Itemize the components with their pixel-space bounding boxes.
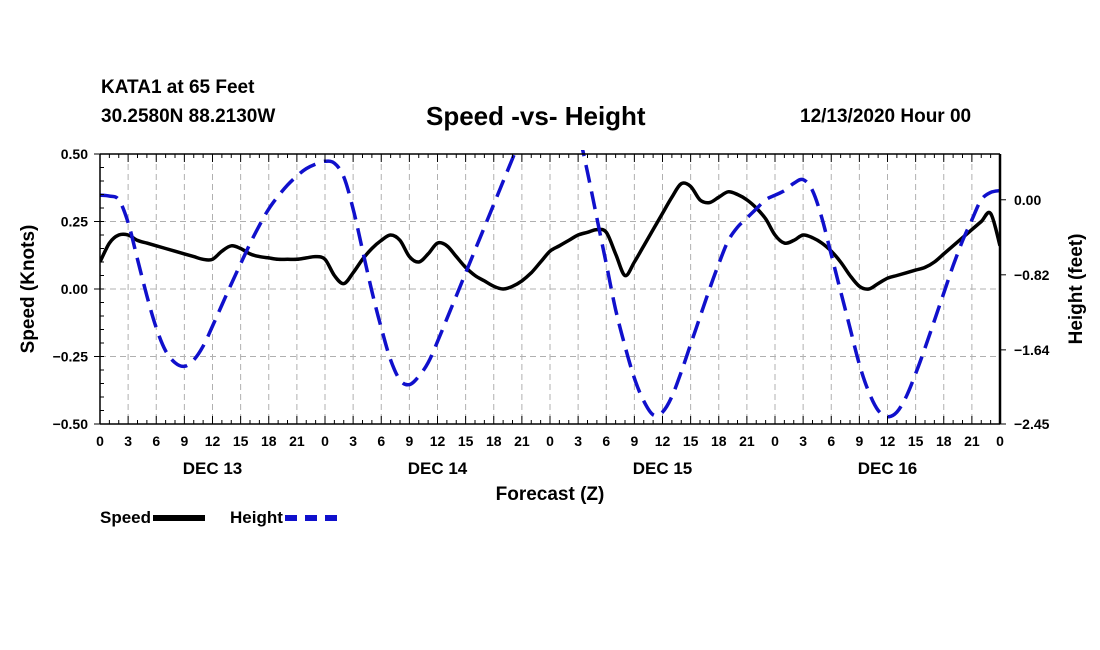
right-tick-label: −0.82 xyxy=(1014,267,1050,283)
legend-speed-swatch xyxy=(153,515,206,521)
right-tick-label: −2.45 xyxy=(1014,416,1050,432)
x-tick-label: 3 xyxy=(124,433,132,449)
x-tick-label: 0 xyxy=(321,433,329,449)
x-tick-label: 6 xyxy=(827,433,835,449)
day-label: DEC 15 xyxy=(633,459,693,478)
day-label: DEC 16 xyxy=(858,459,918,478)
day-label: DEC 13 xyxy=(183,459,243,478)
x-tick-label: 18 xyxy=(711,433,727,449)
speed-series-line xyxy=(100,181,1000,291)
x-tick-label: 21 xyxy=(739,433,755,449)
x-tick-label: 9 xyxy=(405,433,413,449)
legend-height: Height xyxy=(230,508,337,528)
axis-labels: 0 3 6 9 12 15 18 21 0 3 6 9 12 15 18 21 0 3 6 9 12 15 18 21 0 3 6 9… xyxy=(18,146,1087,505)
x-tick-label: 0 xyxy=(96,433,104,449)
x-tick-label: 0 xyxy=(546,433,554,449)
x-tick-label: 21 xyxy=(289,433,305,449)
x-tick-label: 15 xyxy=(233,433,249,449)
x-tick-label: 15 xyxy=(458,433,474,449)
legend-height-label: Height xyxy=(230,508,283,527)
left-tick-label: 0.25 xyxy=(61,214,88,230)
coordinates-label: 30.2580N 88.2130W xyxy=(101,106,276,127)
x-tick-label: 3 xyxy=(349,433,357,449)
x-tick-label: 18 xyxy=(936,433,952,449)
x-tick-label: 21 xyxy=(514,433,530,449)
x-tick-label: 6 xyxy=(152,433,160,449)
x-tick-label: 9 xyxy=(630,433,638,449)
legend-speed: Speed xyxy=(100,508,206,528)
y-axis-title-left: Speed (Knots) xyxy=(18,225,39,354)
height-series-line xyxy=(100,150,1000,419)
datetime-label: 12/13/2020 Hour 00 xyxy=(800,106,972,127)
legend-speed-label: Speed xyxy=(100,508,152,527)
x-tick-label: 18 xyxy=(486,433,502,449)
x-tick-label: 18 xyxy=(261,433,277,449)
station-label: KATA1 at 65 Feet xyxy=(101,77,255,98)
day-label: DEC 14 xyxy=(408,459,468,478)
left-tick-label: 0.50 xyxy=(61,146,88,162)
axes xyxy=(94,153,1006,425)
x-tick-label: 12 xyxy=(655,433,671,449)
right-tick-label: −1.64 xyxy=(1014,342,1050,358)
x-tick-label: 9 xyxy=(855,433,863,449)
x-tick-label: 12 xyxy=(880,433,896,449)
x-tick-label: 15 xyxy=(683,433,699,449)
grid-lines xyxy=(100,154,1000,424)
x-tick-label: 12 xyxy=(430,433,446,449)
x-axis-title: Forecast (Z) xyxy=(496,484,605,505)
chart-title: Speed -vs- Height xyxy=(426,101,646,131)
y-axis-title-right: Height (feet) xyxy=(1066,234,1087,345)
legend-height-swatch xyxy=(284,515,337,521)
x-tick-label: 6 xyxy=(602,433,610,449)
x-tick-label: 6 xyxy=(377,433,385,449)
x-tick-label: 21 xyxy=(964,433,980,449)
left-tick-label: −0.50 xyxy=(53,416,89,432)
x-tick-label: 9 xyxy=(180,433,188,449)
x-tick-label: 12 xyxy=(205,433,221,449)
left-tick-label: −0.25 xyxy=(53,349,89,365)
x-tick-label: 0 xyxy=(771,433,779,449)
x-tick-label: 3 xyxy=(799,433,807,449)
series-lines xyxy=(100,150,1000,419)
x-tick-label: 0 xyxy=(996,433,1004,449)
x-tick-label: 15 xyxy=(908,433,924,449)
right-tick-label: 0.00 xyxy=(1014,192,1041,208)
left-tick-label: 0.00 xyxy=(61,281,88,297)
x-tick-label: 3 xyxy=(574,433,582,449)
